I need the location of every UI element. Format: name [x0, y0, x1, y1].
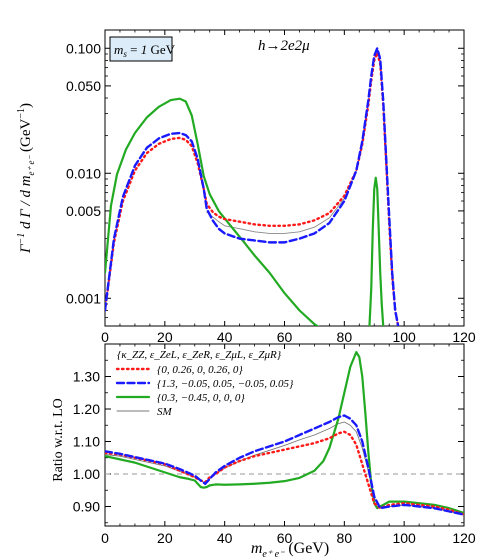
- top-title: h→2e2μ: [258, 38, 310, 54]
- bottom-x-tick-label: 40: [217, 530, 233, 546]
- mass-annotation: ms = 1 GeV: [109, 36, 176, 62]
- top-x-tick-label: 80: [337, 329, 353, 345]
- top-y-tick-label: 0.010: [66, 165, 101, 181]
- bottom-series-line: [105, 414, 464, 516]
- bottom-series-line: [105, 430, 464, 516]
- top-y-tick-label: 0.001: [66, 290, 101, 306]
- top-y-ticks: 0.100 0.050 0.010 0.005 0.001: [66, 40, 464, 319]
- bottom-x-tick-label: 100: [392, 530, 416, 546]
- legend-item-label: {1.3, −0.05, 0.05, −0.05, 0.05}: [157, 378, 294, 390]
- bottom-y-tick-label: 0.90: [73, 499, 100, 515]
- legend-item-label: {0, 0.26, 0, 0.26, 0}: [157, 364, 243, 376]
- legend-item-label: SM: [157, 406, 173, 418]
- bottom-ylabel-text: Ratio w.r.t. LO: [51, 398, 66, 481]
- top-y-tick-label: 0.005: [66, 203, 101, 219]
- top-y-tick-label: 0.100: [66, 40, 101, 56]
- top-series-line: [105, 47, 400, 326]
- bottom-y-tick-label: 1.20: [73, 401, 100, 417]
- legend-header: {κ_ZZ, ε_ZeL, ε_ZeR, ε_ZμL, ε_ZμR}: [117, 349, 282, 361]
- top-series-line: [105, 51, 400, 326]
- mass-annotation-sub: s: [123, 49, 127, 59]
- bottom-y-ticks: 0.90 1.00 1.10 1.20 1.30: [73, 359, 464, 524]
- top-panel: 0 20 40 60 80 100 120 0.100 0.050 0.010 0.005 0.00…: [16, 29, 476, 345]
- top-series-line: [105, 97, 320, 326]
- bottom-x-tick-label: 60: [277, 530, 293, 546]
- legend-item-label: {0.3, −0.45, 0, 0, 0}: [157, 392, 245, 404]
- top-x-tick-label: 100: [392, 329, 416, 345]
- mass-annotation-text: ms = 1 GeV: [114, 42, 176, 59]
- top-plot-frame: [104, 29, 465, 327]
- bottom-series-line: [105, 421, 464, 516]
- bottom-y-tick-label: 1.10: [73, 434, 100, 450]
- top-x-tick-label: 20: [157, 329, 173, 345]
- bottom-y-tick-label: 1.30: [73, 369, 100, 385]
- legend: {κ_ZZ, ε_ZeL, ε_ZeR, ε_ZμL, ε_ZμR} {0, 0…: [115, 349, 294, 418]
- bottom-xlabel: me⁺ e⁻ (GeV): [251, 540, 329, 558]
- bottom-xlabel-sub: e⁺ e⁻: [262, 549, 285, 558]
- top-x-tick-label: 120: [452, 329, 476, 345]
- bottom-x-tick-label: 80: [337, 530, 353, 546]
- bottom-x-tick-label: 0: [101, 530, 109, 546]
- bottom-x-tick-label: 20: [157, 530, 173, 546]
- top-x-tick-label: 60: [277, 329, 293, 345]
- bottom-x-tick-label: 120: [452, 530, 476, 546]
- bottom-series-line: [105, 351, 464, 515]
- bottom-y-tick-label: 1.00: [73, 466, 100, 482]
- bottom-series: [105, 351, 464, 516]
- top-y-tick-label: 0.050: [66, 78, 101, 94]
- top-series-line: [368, 176, 385, 326]
- bottom-x-ticks: 0 20 40 60 80 100 120: [101, 344, 476, 546]
- top-ylabel-sub: e⁺ e⁻: [26, 154, 36, 175]
- top-series: [105, 47, 400, 326]
- top-x-tick-label: 0: [101, 329, 109, 345]
- mass-annotation-box: [109, 36, 173, 62]
- bottom-panel: 0 20 40 60 80 100 120 0.90 1.00 1.10 1.20 1.30 {κ_…: [51, 343, 476, 558]
- top-ylabel: Γ−1 d Γ / d me⁺ e⁻ (GeV−1): [16, 103, 36, 254]
- top-series-line: [206, 170, 357, 234]
- top-x-tick-label: 40: [217, 329, 233, 345]
- top-ylabel-text: Γ−1 d Γ / d me⁺ e⁻ (GeV−1): [16, 103, 36, 254]
- bottom-ylabel: Ratio w.r.t. LO: [51, 398, 66, 481]
- top-x-ticks: 0 20 40 60 80 100 120: [101, 30, 476, 345]
